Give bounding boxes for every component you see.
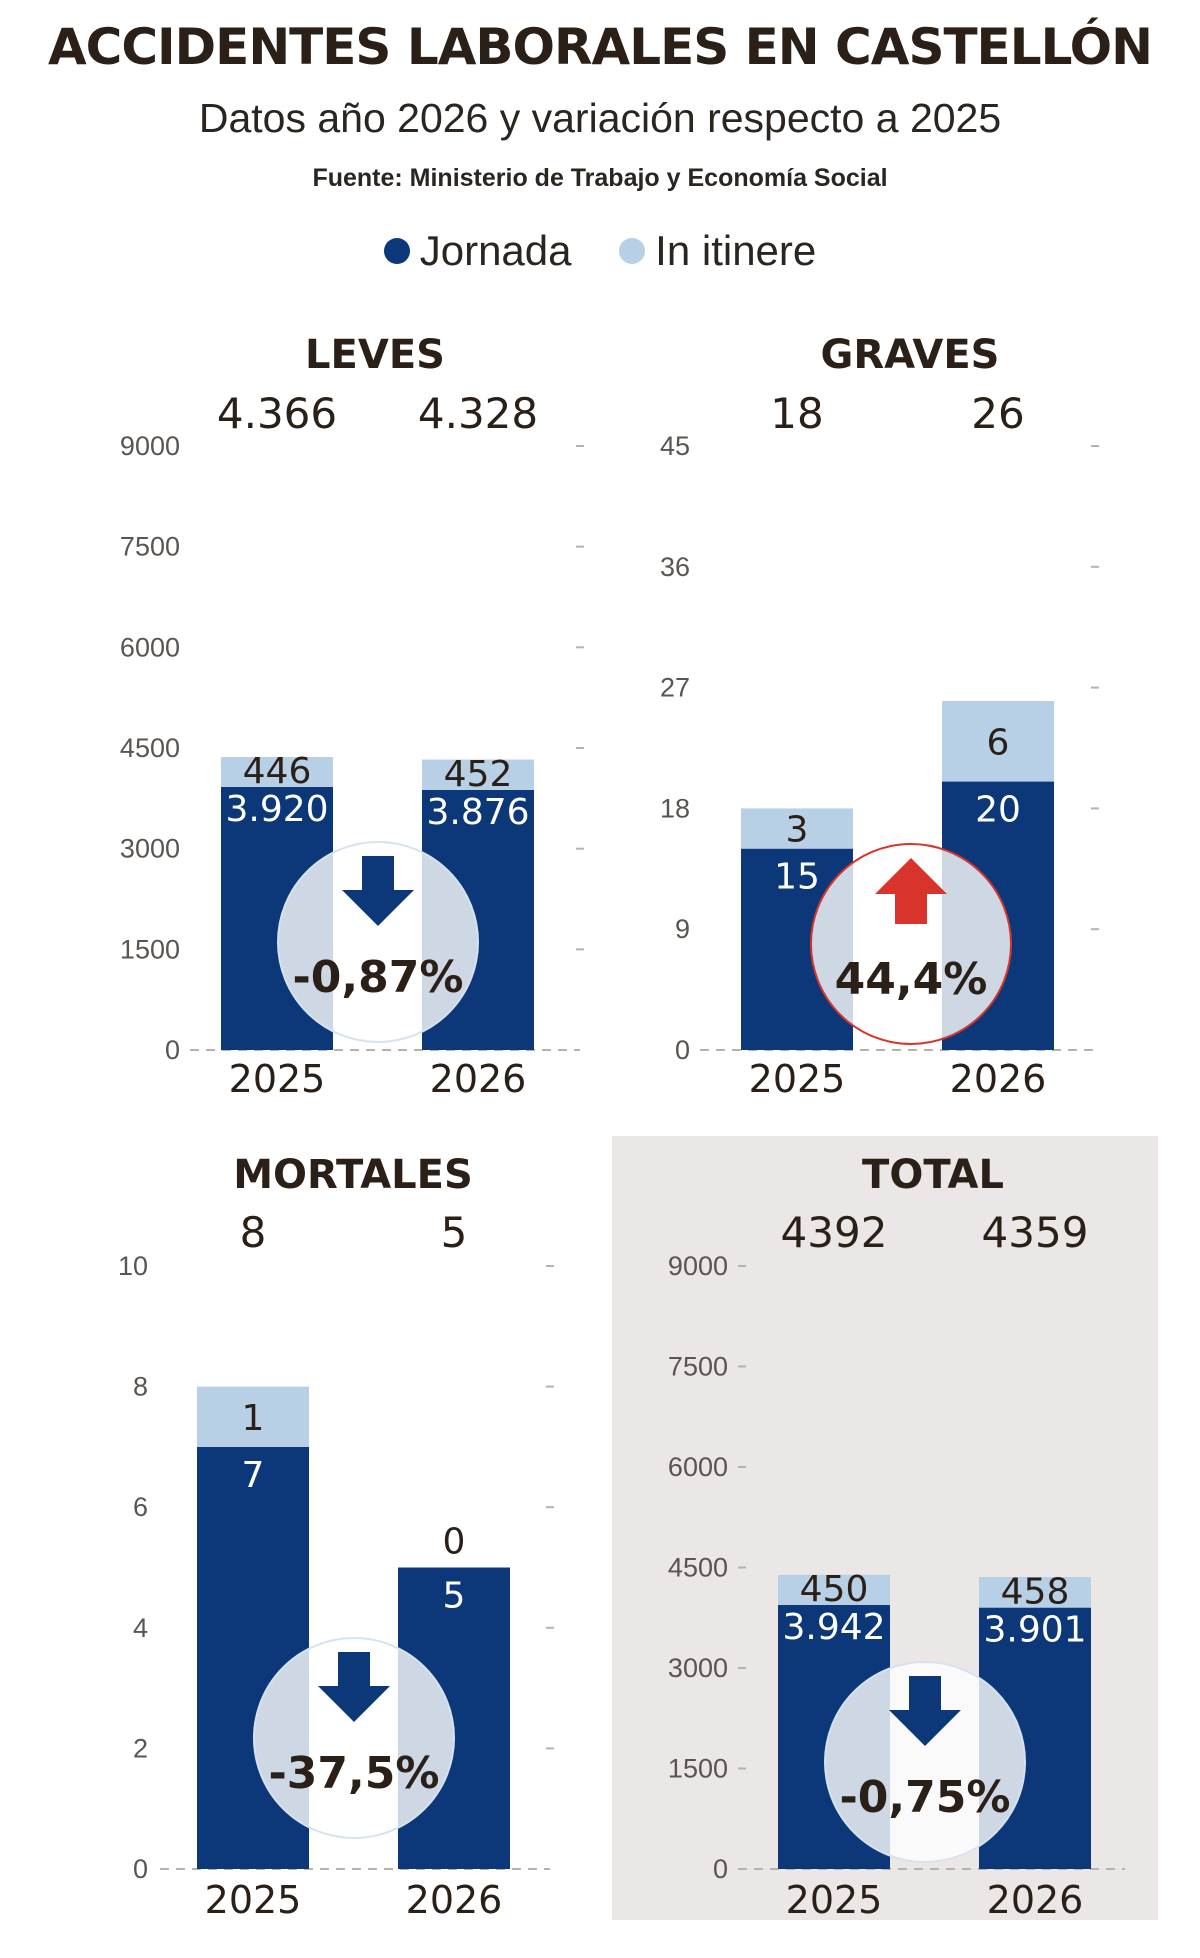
value-label-in-itinere-total-2026: 458 bbox=[1001, 1572, 1070, 1613]
total-label-leves-2026: 4.328 bbox=[418, 389, 538, 438]
y-tick-label-graves-45: 45 bbox=[660, 431, 690, 461]
y-tick-label-mortales-4: 4 bbox=[133, 1613, 148, 1643]
variation-label-total: -0,75% bbox=[840, 1772, 1011, 1823]
bar-in-itinere-graves-2026 bbox=[942, 701, 1054, 782]
y-tick-label-total-0: 0 bbox=[713, 1854, 728, 1884]
variation-circle-graves bbox=[810, 843, 1012, 1045]
value-label-in-itinere-leves-2026: 452 bbox=[444, 754, 513, 795]
value-label-jornada-mortales-2025: 7 bbox=[242, 1455, 265, 1496]
y-tick-label-total-1500: 1500 bbox=[668, 1754, 728, 1784]
chart-graves: GRAVES 18 26 0 9 18 27 36 45 3 15 2025 6 20 2026 44,4% bbox=[660, 332, 1099, 1101]
legend-item-in-itinere: In itinere bbox=[619, 227, 816, 275]
total-label-leves-2025: 4.366 bbox=[217, 389, 337, 438]
total-label-total-2026: 4359 bbox=[982, 1208, 1089, 1257]
variation-label-graves: 44,4% bbox=[835, 954, 988, 1005]
page-title: ACCIDENTES LABORALES EN CASTELLÓN bbox=[47, 18, 1153, 76]
value-label-jornada-total-2025: 3.942 bbox=[782, 1607, 885, 1648]
y-tick-label-total-7500: 7500 bbox=[668, 1352, 728, 1382]
y-tick-label-leves-0: 0 bbox=[165, 1035, 180, 1065]
variation-circle-mortales bbox=[253, 1637, 455, 1839]
bar-in-itinere-total-2026 bbox=[979, 1576, 1091, 1608]
arrow-down-icon-mortales bbox=[318, 1652, 390, 1722]
category-label-graves-2026: 2026 bbox=[950, 1057, 1047, 1101]
variation-label-leves: -0,87% bbox=[293, 952, 464, 1003]
category-label-total-2025: 2025 bbox=[786, 1878, 883, 1922]
y-tick-label-leves-3000: 3000 bbox=[120, 834, 180, 864]
y-tick-label-graves-36: 36 bbox=[660, 552, 690, 582]
value-label-in-itinere-mortales-2026: 0 bbox=[443, 1522, 466, 1563]
value-label-jornada-total-2026: 3.901 bbox=[983, 1610, 1086, 1651]
value-label-jornada-leves-2026: 3.876 bbox=[426, 792, 529, 833]
y-tick-label-mortales-8: 8 bbox=[133, 1372, 148, 1402]
arrow-up-icon-graves bbox=[875, 858, 947, 924]
value-label-in-itinere-total-2025: 450 bbox=[800, 1569, 869, 1610]
value-label-jornada-leves-2025: 3.920 bbox=[225, 789, 328, 830]
value-label-in-itinere-graves-2026: 6 bbox=[987, 722, 1010, 763]
category-label-total-2026: 2026 bbox=[987, 1878, 1084, 1922]
chart-title-mortales: MORTALES bbox=[233, 1152, 473, 1198]
chart-leves: LEVES 4.366 4.328 0 1500 3000 4500 6000 7500 9000… bbox=[120, 332, 584, 1101]
y-tick-label-total-4500: 4500 bbox=[668, 1553, 728, 1583]
y-tick-label-leves-1500: 1500 bbox=[120, 934, 180, 964]
y-tick-label-leves-9000: 9000 bbox=[120, 431, 180, 461]
y-tick-label-mortales-2: 2 bbox=[133, 1733, 148, 1763]
chart-total: TOTAL 4392 4359 0 1500 3000 4500 6000 7500 9000 45… bbox=[668, 1152, 1125, 1922]
y-tick-label-graves-18: 18 bbox=[660, 793, 690, 823]
legend-swatch-in-itinere bbox=[619, 237, 646, 264]
chart-mortales: MORTALES 8 5 0 2 4 6 8 10 1 7 2025 0 5 2026 -37,5% bbox=[118, 1152, 554, 1922]
bar-in-itinere-total-2025 bbox=[778, 1574, 890, 1605]
variation-label-mortales: -37,5% bbox=[269, 1748, 440, 1799]
y-tick-label-leves-7500: 7500 bbox=[120, 532, 180, 562]
category-label-leves-2025: 2025 bbox=[229, 1057, 326, 1101]
legend: Jornada In itinere bbox=[0, 224, 1200, 275]
y-tick-label-mortales-0: 0 bbox=[133, 1854, 148, 1884]
value-label-in-itinere-mortales-2025: 1 bbox=[242, 1398, 265, 1439]
legend-label-jornada: Jornada bbox=[419, 226, 572, 274]
bar-in-itinere-leves-2026 bbox=[422, 759, 534, 790]
legend-item-jornada: Jornada bbox=[383, 226, 572, 275]
bar-in-itinere-leves-2025 bbox=[221, 756, 333, 787]
y-tick-label-graves-0: 0 bbox=[675, 1035, 690, 1065]
y-tick-label-total-3000: 3000 bbox=[668, 1653, 728, 1683]
category-label-mortales-2026: 2026 bbox=[406, 1878, 503, 1922]
value-label-jornada-mortales-2026: 5 bbox=[443, 1576, 466, 1617]
source-note: Fuente: Ministerio de Trabajo y Economía… bbox=[312, 164, 888, 192]
value-label-jornada-graves-2026: 20 bbox=[975, 790, 1021, 831]
category-label-graves-2025: 2025 bbox=[749, 1057, 846, 1101]
total-label-mortales-2026: 5 bbox=[441, 1208, 468, 1257]
arrow-down-icon-total bbox=[889, 1676, 961, 1746]
bar-in-itinere-graves-2025 bbox=[741, 808, 853, 849]
total-label-graves-2026: 26 bbox=[971, 389, 1024, 438]
y-tick-label-graves-27: 27 bbox=[660, 673, 690, 703]
value-label-in-itinere-leves-2025: 446 bbox=[243, 751, 312, 792]
total-label-graves-2025: 18 bbox=[770, 389, 823, 438]
total-label-mortales-2025: 8 bbox=[240, 1208, 267, 1257]
variation-circle-total bbox=[824, 1661, 1026, 1863]
bar-in-itinere-mortales-2025 bbox=[197, 1386, 309, 1447]
y-tick-label-mortales-10: 10 bbox=[118, 1251, 148, 1281]
total-label-total-2025: 4392 bbox=[781, 1208, 888, 1257]
y-tick-label-total-6000: 6000 bbox=[668, 1452, 728, 1482]
y-tick-label-leves-4500: 4500 bbox=[120, 733, 180, 763]
y-tick-label-total-9000: 9000 bbox=[668, 1251, 728, 1281]
arrow-down-icon-leves bbox=[342, 856, 414, 926]
legend-label-in-itinere: In itinere bbox=[655, 226, 817, 274]
y-tick-label-leves-6000: 6000 bbox=[120, 632, 180, 662]
category-label-mortales-2025: 2025 bbox=[205, 1878, 302, 1922]
chart-title-total: TOTAL bbox=[862, 1152, 1004, 1198]
variation-circle-leves bbox=[277, 841, 479, 1043]
value-label-jornada-graves-2025: 15 bbox=[774, 857, 820, 898]
legend-swatch-jornada bbox=[383, 237, 410, 264]
chart-title-graves: GRAVES bbox=[821, 332, 1000, 378]
y-tick-label-mortales-6: 6 bbox=[133, 1492, 148, 1522]
chart-title-leves: LEVES bbox=[305, 332, 445, 378]
y-tick-label-graves-9: 9 bbox=[675, 914, 690, 944]
value-label-in-itinere-graves-2025: 3 bbox=[786, 810, 809, 851]
category-label-leves-2026: 2026 bbox=[430, 1057, 527, 1101]
page-subtitle: Datos año 2026 y variación respecto a 20… bbox=[198, 95, 1002, 141]
